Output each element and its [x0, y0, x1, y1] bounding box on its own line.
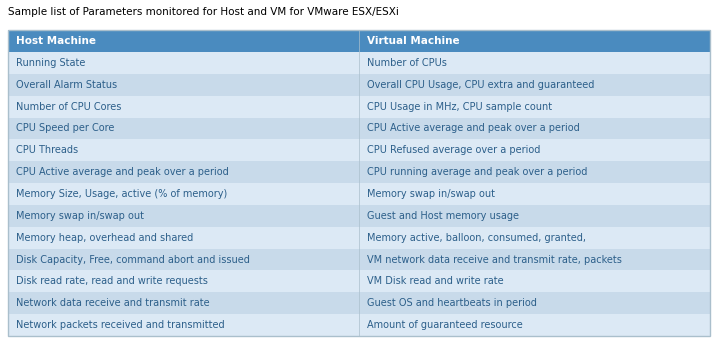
Bar	[8, 30, 710, 52]
Bar	[8, 74, 710, 96]
Text: CPU Usage in MHz, CPU sample count: CPU Usage in MHz, CPU sample count	[367, 102, 552, 112]
Text: Guest and Host memory usage: Guest and Host memory usage	[367, 211, 519, 221]
Bar	[8, 161, 710, 183]
Text: Number of CPUs: Number of CPUs	[367, 58, 447, 68]
Text: Overall Alarm Status: Overall Alarm Status	[16, 80, 117, 90]
Text: CPU Refused average over a period: CPU Refused average over a period	[367, 145, 541, 155]
Text: CPU Active average and peak over a period: CPU Active average and peak over a perio…	[16, 167, 229, 177]
Text: Disk read rate, read and write requests: Disk read rate, read and write requests	[16, 276, 208, 286]
Bar	[8, 292, 710, 314]
Bar	[8, 227, 710, 249]
Text: Network packets received and transmitted: Network packets received and transmitted	[16, 320, 225, 330]
Bar	[8, 139, 710, 161]
Text: VM network data receive and transmit rate, packets: VM network data receive and transmit rat…	[367, 255, 622, 265]
Text: Sample list of Parameters monitored for Host and VM for VMware ESX/ESXi: Sample list of Parameters monitored for …	[8, 7, 399, 17]
Text: CPU running average and peak over a period: CPU running average and peak over a peri…	[367, 167, 587, 177]
Text: Guest OS and heartbeats in period: Guest OS and heartbeats in period	[367, 298, 537, 308]
Bar	[8, 314, 710, 336]
Text: Running State: Running State	[16, 58, 85, 68]
Text: Memory swap in/swap out: Memory swap in/swap out	[16, 211, 144, 221]
Bar	[8, 118, 710, 139]
Text: CPU Speed per Core: CPU Speed per Core	[16, 123, 114, 134]
Text: Memory swap in/swap out: Memory swap in/swap out	[367, 189, 495, 199]
Text: Virtual Machine: Virtual Machine	[367, 36, 460, 46]
Text: Memory heap, overhead and shared: Memory heap, overhead and shared	[16, 233, 193, 243]
Text: Network data receive and transmit rate: Network data receive and transmit rate	[16, 298, 210, 308]
Bar	[8, 270, 710, 292]
Text: Memory active, balloon, consumed, granted,: Memory active, balloon, consumed, grante…	[367, 233, 586, 243]
Bar	[8, 183, 710, 205]
Text: Host Machine: Host Machine	[16, 36, 96, 46]
Text: Disk Capacity, Free, command abort and issued: Disk Capacity, Free, command abort and i…	[16, 255, 250, 265]
Text: CPU Active average and peak over a period: CPU Active average and peak over a perio…	[367, 123, 579, 134]
Text: CPU Threads: CPU Threads	[16, 145, 78, 155]
Bar	[8, 52, 710, 74]
Bar	[8, 96, 710, 118]
Bar	[8, 205, 710, 227]
Text: Memory Size, Usage, active (% of memory): Memory Size, Usage, active (% of memory)	[16, 189, 228, 199]
Bar	[8, 249, 710, 270]
Text: Amount of guaranteed resource: Amount of guaranteed resource	[367, 320, 523, 330]
Text: Number of CPU Cores: Number of CPU Cores	[16, 102, 121, 112]
Text: VM Disk read and write rate: VM Disk read and write rate	[367, 276, 503, 286]
Text: Overall CPU Usage, CPU extra and guaranteed: Overall CPU Usage, CPU extra and guarant…	[367, 80, 595, 90]
